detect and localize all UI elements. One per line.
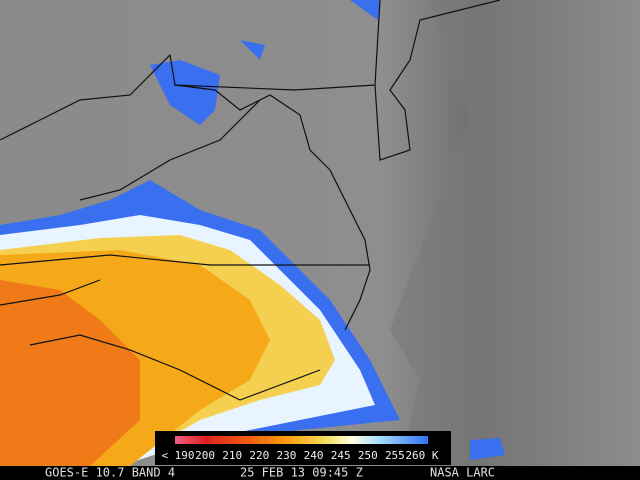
colorbar-label: 260 K [405,449,438,462]
ocean-clouds [390,0,640,466]
colorbar-label: 200 [195,449,215,462]
band-220 [0,280,140,466]
time-label: 25 FEB 13 09:45 Z [240,466,363,480]
colorbar-label: 210 [222,449,242,462]
colorbar-labels: < 190 200 210 220 230 240 245 250 255 260 K [161,449,438,462]
footer-bar [0,466,640,480]
colorbar-label: 250 [358,449,378,462]
state-borders [0,0,501,401]
colorbar-label: 255 [385,449,405,462]
colorbar-label: 230 [277,449,297,462]
colorbar-label: 220 [249,449,269,462]
colorbar-label: < 190 [161,449,194,462]
satellite-label: GOES-E 10.7 BAND 4 [45,466,175,480]
source-label: NASA LARC [430,466,495,480]
colorbar-label: 245 [331,449,351,462]
colorbar [175,436,428,444]
colorbar-label: 240 [304,449,324,462]
